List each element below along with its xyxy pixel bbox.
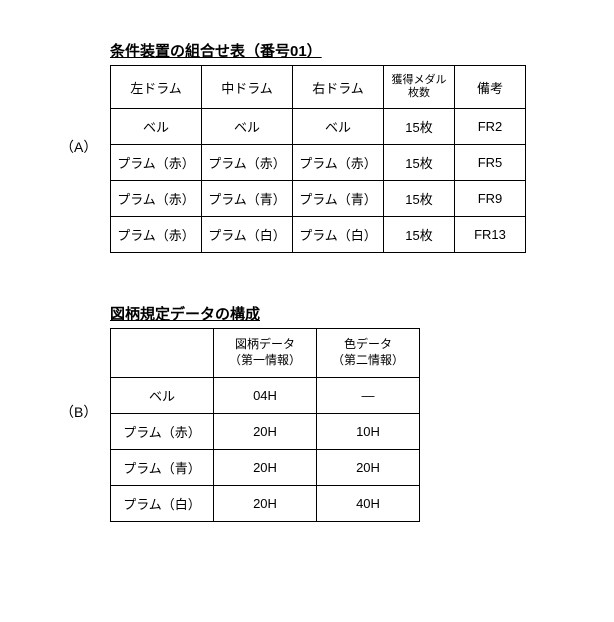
table-b-label: （B） (60, 402, 110, 422)
table-b: 図柄データ（第一情報） 色データ（第二情報） ベル 04H ― プラム（赤） 2… (110, 328, 420, 521)
table-b-header-row: 図柄データ（第一情報） 色データ（第二情報） (111, 329, 420, 377)
table-a-col-2: 右ドラム (293, 66, 384, 109)
table-a-col-1: 中ドラム (202, 66, 293, 109)
table-a-section: （A） 条件装置の組合せ表（番号01） 左ドラム 中ドラム 右ドラム 獲得メダル… (60, 40, 554, 253)
table-b-title: 図柄規定データの構成 (110, 303, 420, 324)
table-row: プラム（赤） プラム（青） プラム（青） 15枚 FR9 (111, 181, 526, 217)
table-row: プラム（赤） プラム（白） プラム（白） 15枚 FR13 (111, 217, 526, 253)
table-row: プラム（白） 20H 40H (111, 485, 420, 521)
table-row: プラム（赤） プラム（赤） プラム（赤） 15枚 FR5 (111, 145, 526, 181)
table-row: ベル 04H ― (111, 377, 420, 413)
table-row: ベル ベル ベル 15枚 FR2 (111, 109, 526, 145)
table-b-col-0 (111, 329, 214, 377)
table-a-col-3: 獲得メダル枚数 (384, 66, 455, 109)
table-b-col-2: 色データ（第二情報） (317, 329, 420, 377)
table-a-label: （A） (60, 137, 110, 157)
table-a-title: 条件装置の組合せ表（番号01） (110, 40, 526, 61)
table-row: プラム（赤） 20H 10H (111, 413, 420, 449)
table-a-col-0: 左ドラム (111, 66, 202, 109)
table-a-col-4: 備考 (455, 66, 526, 109)
table-b-section: （B） 図柄規定データの構成 図柄データ（第一情報） 色データ（第二情報） ベル… (60, 303, 554, 521)
table-row: プラム（青） 20H 20H (111, 449, 420, 485)
table-b-col-1: 図柄データ（第一情報） (214, 329, 317, 377)
table-a: 左ドラム 中ドラム 右ドラム 獲得メダル枚数 備考 ベル ベル ベル 15枚 F… (110, 65, 526, 253)
table-a-header-row: 左ドラム 中ドラム 右ドラム 獲得メダル枚数 備考 (111, 66, 526, 109)
